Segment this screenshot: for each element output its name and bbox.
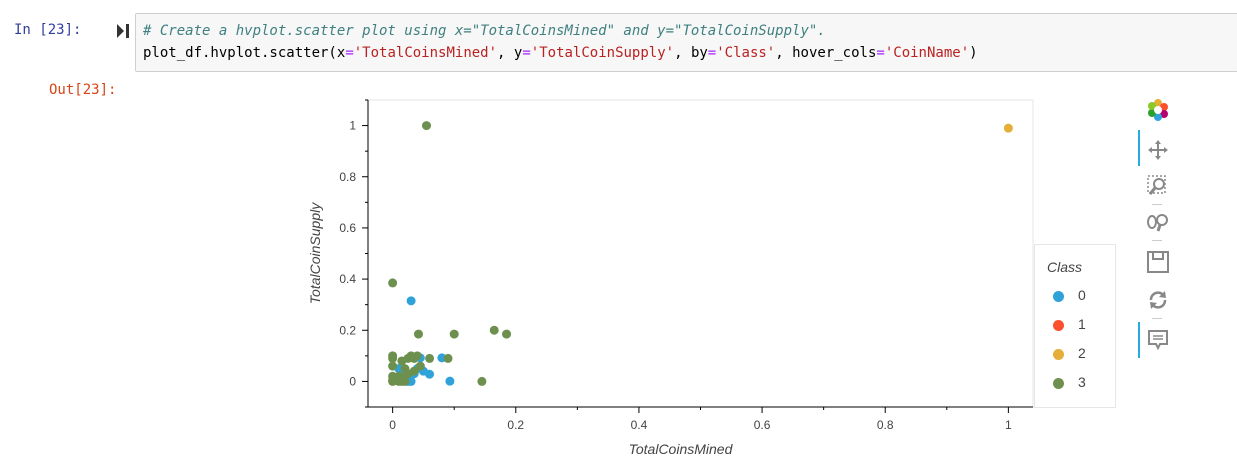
toolbar-separator xyxy=(1152,318,1162,319)
x-tick-label: 0 xyxy=(389,418,396,432)
code-string: 'TotalCoinSupply' xyxy=(530,45,675,61)
y-axis-label: TotalCoinSupply xyxy=(307,202,323,304)
legend-marker xyxy=(1053,378,1064,389)
output-prompt: Out[23]: xyxy=(49,82,117,98)
legend-title: Class xyxy=(1047,259,1083,275)
box-zoom-icon[interactable] xyxy=(1146,174,1170,198)
code-token: = xyxy=(345,45,354,61)
code-token: = xyxy=(707,45,717,61)
code-token: y xyxy=(513,45,523,61)
data-point[interactable] xyxy=(415,361,425,371)
legend-item[interactable]: 1 xyxy=(1053,316,1113,336)
pan-active-indicator xyxy=(1138,130,1140,166)
code-token: hover_cols xyxy=(792,45,877,61)
y-tick-label: 0.6 xyxy=(339,221,356,235)
code-line: plot_df.hvplot.scatter(x='TotalCoinsMine… xyxy=(143,45,978,61)
data-point[interactable] xyxy=(406,296,416,306)
data-point[interactable] xyxy=(400,371,410,381)
data-point[interactable] xyxy=(397,356,407,366)
x-tick-label: 0.4 xyxy=(631,418,648,432)
x-axis-label: TotalCoinsMined xyxy=(629,441,734,457)
wheel-zoom-icon[interactable] xyxy=(1146,210,1170,234)
data-point[interactable] xyxy=(489,325,499,335)
code-token: x xyxy=(336,45,346,61)
legend-label: 3 xyxy=(1078,374,1086,390)
code-string: 'Class' xyxy=(716,45,776,61)
code-token: , xyxy=(775,45,793,61)
y-tick-label: 0.8 xyxy=(339,170,356,184)
code-token: ) xyxy=(969,45,978,61)
legend-item[interactable]: 2 xyxy=(1053,345,1113,365)
toolbar-separator xyxy=(1152,240,1162,241)
data-point[interactable] xyxy=(477,376,487,386)
x-tick-label: 0.8 xyxy=(877,418,894,432)
input-prompt: In [23]: xyxy=(14,22,82,38)
data-point[interactable] xyxy=(394,371,404,381)
x-tick-label: 0.2 xyxy=(507,418,524,432)
hover-active-indicator xyxy=(1138,322,1140,358)
legend-item[interactable]: 0 xyxy=(1053,287,1113,307)
data-point[interactable] xyxy=(502,329,512,339)
y-tick-label: 0.2 xyxy=(339,323,356,337)
data-point[interactable] xyxy=(406,376,416,386)
scatter-plot[interactable]: 0 0.2 0.4 0.6 0.8 1 0 0.2 0.4 0.6 0.8 1 TotalCoinsMi… xyxy=(300,92,1035,462)
code-comment: # Create a hvplot.scatter plot using x="… xyxy=(143,23,826,39)
x-tick-label: 1 xyxy=(1005,418,1012,432)
data-point[interactable] xyxy=(388,361,398,371)
x-tick-label: 0.6 xyxy=(754,418,771,432)
save-icon[interactable] xyxy=(1146,250,1170,274)
data-point[interactable] xyxy=(409,366,419,376)
y-tick-label: 0.4 xyxy=(339,272,356,286)
data-point[interactable] xyxy=(425,353,435,363)
code-token: = xyxy=(522,45,531,61)
code-token: , xyxy=(674,45,691,61)
legend-label: 1 xyxy=(1078,316,1086,332)
data-point[interactable] xyxy=(388,353,398,363)
pan-icon[interactable] xyxy=(1146,138,1170,162)
data-point[interactable] xyxy=(443,353,453,363)
reset-icon[interactable] xyxy=(1146,288,1170,312)
legend: Class 0 1 2 3 xyxy=(1034,244,1116,408)
y-tick-label: 0 xyxy=(349,374,356,388)
code-token: plot_df.hvplot.scatter( xyxy=(143,45,337,61)
plot-area xyxy=(367,99,1034,408)
run-cell-icon[interactable] xyxy=(116,23,130,39)
data-point[interactable] xyxy=(388,278,398,288)
code-cell-editor[interactable]: # Create a hvplot.scatter plot using x="… xyxy=(135,13,1237,72)
data-point[interactable] xyxy=(1003,123,1013,133)
code-token: , xyxy=(497,45,514,61)
data-point[interactable] xyxy=(449,329,459,339)
data-point[interactable] xyxy=(421,121,431,131)
hover-icon[interactable] xyxy=(1146,328,1170,352)
legend-marker xyxy=(1053,349,1064,360)
data-point[interactable] xyxy=(413,329,423,339)
legend-marker xyxy=(1053,320,1064,331)
code-token: by xyxy=(690,45,708,61)
y-tick-label: 1 xyxy=(349,119,356,133)
code-token: = xyxy=(876,45,885,61)
legend-label: 2 xyxy=(1078,345,1086,361)
plot-toolbar xyxy=(1138,96,1178,366)
data-point[interactable] xyxy=(412,351,422,361)
code-string: 'CoinName' xyxy=(884,45,970,61)
data-point[interactable] xyxy=(445,376,455,386)
code-string: 'TotalCoinsMined' xyxy=(353,45,498,61)
bokeh-logo-icon[interactable] xyxy=(1146,98,1170,122)
legend-marker xyxy=(1053,291,1064,302)
legend-item[interactable]: 3 xyxy=(1053,374,1113,394)
legend-label: 0 xyxy=(1078,287,1086,303)
toolbar-separator xyxy=(1152,204,1162,205)
